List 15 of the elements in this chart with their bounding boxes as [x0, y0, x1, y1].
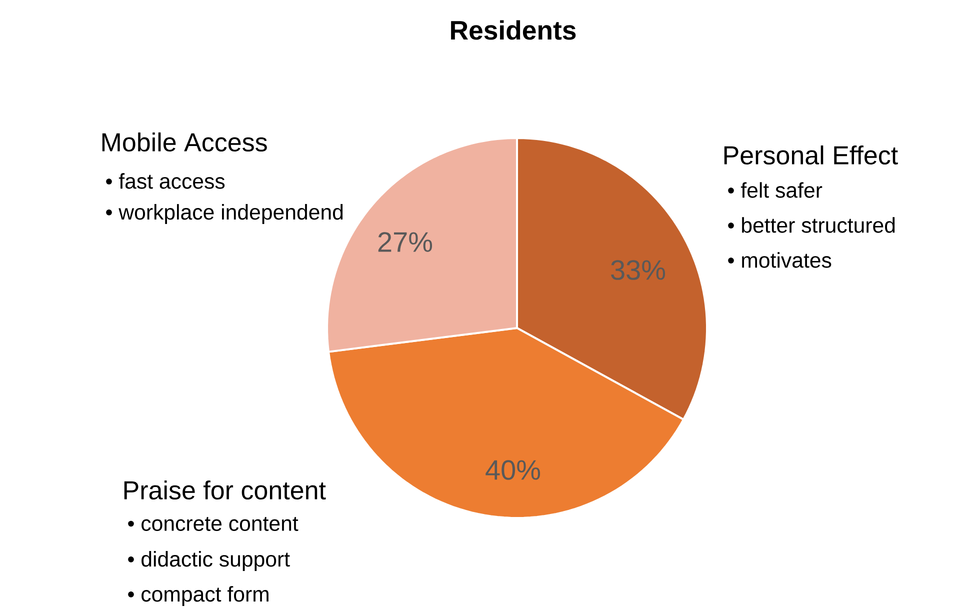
data-label: 33% [611, 260, 666, 280]
data-label: 27% [378, 232, 432, 252]
text: • didactic support [128, 551, 290, 571]
text: • concrete content [128, 517, 298, 531]
text: • motivates [728, 252, 832, 268]
chart-title: Residents [451, 20, 576, 40]
slice-label: Personal Effect [724, 145, 898, 165]
text: • fast access [106, 173, 225, 189]
slice-label: Mobile Access [102, 132, 267, 152]
text: • felt safer [728, 182, 822, 198]
data-label: 40% [486, 460, 540, 480]
text: • better structured [728, 217, 895, 233]
text: • workplace independend [106, 204, 343, 224]
text: • compact form [128, 586, 268, 606]
slice-label: Praise for content [124, 480, 326, 500]
